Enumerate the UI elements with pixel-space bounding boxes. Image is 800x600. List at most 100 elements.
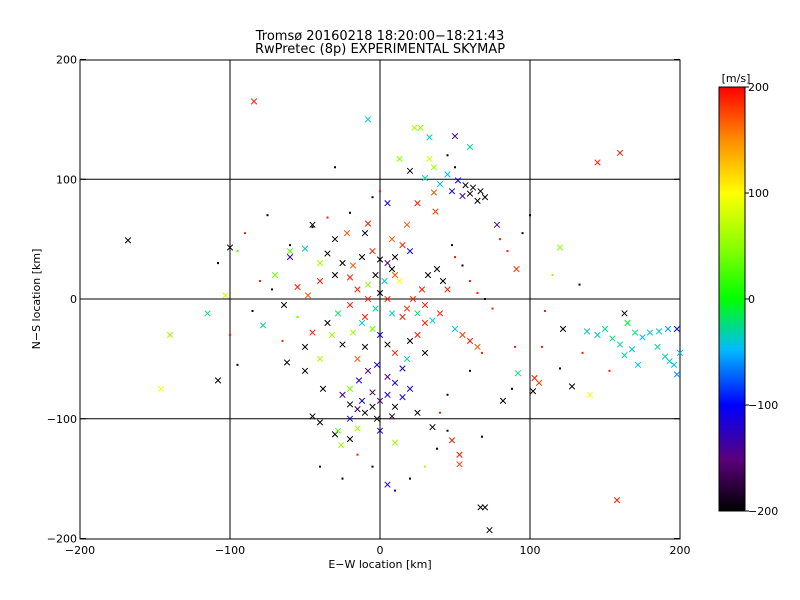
- colorbar-gradient: [718, 86, 746, 512]
- data-point-cross: [621, 352, 628, 359]
- data-point-dot: [439, 411, 441, 414]
- data-point-cross: [388, 413, 396, 420]
- data-point-cross: [157, 385, 165, 392]
- data-point-cross: [399, 241, 406, 249]
- y-tick-label: −100: [47, 413, 77, 426]
- grid-lines: [80, 60, 680, 539]
- data-point-cross: [406, 337, 414, 345]
- data-point-cross: [376, 427, 384, 434]
- data-point-dot: [311, 226, 314, 229]
- data-point-cross: [418, 286, 426, 293]
- data-point-dot: [529, 214, 531, 217]
- data-point-cross: [361, 343, 369, 351]
- data-point-dot: [446, 429, 449, 432]
- data-point-cross: [391, 271, 399, 279]
- data-point-cross: [369, 403, 376, 410]
- data-point-cross: [361, 409, 369, 416]
- data-point-cross: [346, 401, 354, 408]
- data-point-cross: [384, 259, 391, 267]
- data-point-cross: [466, 143, 474, 151]
- data-point-cross: [466, 337, 474, 345]
- data-point-cross: [631, 329, 639, 336]
- data-point-cross: [616, 149, 624, 157]
- data-point-cross: [376, 397, 384, 404]
- data-point-dot: [229, 333, 231, 336]
- data-point-cross: [316, 419, 324, 426]
- data-point-dot: [608, 369, 611, 372]
- data-point-cross: [403, 221, 411, 228]
- y-axis-label: N−S location [km]: [30, 249, 43, 350]
- data-point-dot: [319, 465, 321, 468]
- data-point-dot: [379, 190, 381, 193]
- data-point-cross: [259, 322, 267, 329]
- data-point-cross: [409, 295, 417, 303]
- data-point-cross: [628, 346, 636, 353]
- data-point-cross: [343, 229, 351, 237]
- data-points: [124, 98, 684, 534]
- data-point-dot: [326, 216, 329, 219]
- data-point-cross: [346, 415, 354, 422]
- data-point-cross: [349, 329, 357, 336]
- data-point-cross: [396, 277, 403, 285]
- data-point-cross: [316, 355, 324, 363]
- data-point-cross: [369, 325, 376, 333]
- data-point-cross: [372, 305, 379, 312]
- data-point-cross: [439, 277, 447, 285]
- x-tick-label: 200: [670, 544, 691, 557]
- chart-title: Tromsø 20160218 18:20:00−18:21:43: [255, 29, 505, 44]
- data-point-cross: [301, 367, 309, 375]
- data-point-cross: [655, 328, 663, 335]
- data-point-cross: [391, 379, 399, 386]
- data-point-cross: [373, 361, 381, 369]
- data-point-cross: [358, 253, 366, 261]
- y-tick-label: 100: [56, 173, 77, 186]
- data-point-cross: [613, 497, 621, 504]
- data-point-cross: [286, 253, 294, 261]
- data-point-cross: [403, 305, 411, 312]
- data-point-cross: [283, 359, 291, 366]
- x-axis-ticks: −200 −100 0 100 200: [65, 60, 691, 557]
- data-point-cross: [354, 286, 361, 293]
- data-point-cross: [384, 200, 391, 207]
- data-point-cross: [358, 319, 366, 327]
- data-point-cross: [414, 200, 421, 207]
- data-point-cross: [466, 190, 474, 197]
- data-point-cross: [477, 188, 484, 195]
- x-axis-label: E−W location [km]: [328, 558, 431, 571]
- x-tick-label: −100: [215, 544, 245, 557]
- data-point-cross: [361, 313, 369, 321]
- data-point-cross: [391, 439, 399, 446]
- data-point-cross: [411, 124, 418, 131]
- data-point-cross: [399, 313, 406, 321]
- data-point-dot: [289, 244, 291, 247]
- data-point-dot: [491, 307, 494, 310]
- data-point-cross: [361, 229, 369, 237]
- data-point-cross: [222, 292, 229, 299]
- data-point-cross: [324, 319, 331, 327]
- data-point-cross: [381, 277, 388, 285]
- data-point-cross: [429, 423, 436, 431]
- data-point-cross: [328, 331, 336, 339]
- data-point-cross: [316, 277, 324, 285]
- data-point-dot: [424, 465, 426, 468]
- data-point-dot: [244, 232, 246, 235]
- y-axis-ticks: −200 −100 0 100 200: [47, 54, 680, 546]
- data-point-dot: [514, 345, 516, 348]
- data-point-cross: [451, 325, 459, 333]
- data-point-cross: [376, 289, 384, 297]
- data-point-cross: [654, 343, 661, 351]
- data-point-cross: [673, 325, 681, 333]
- data-point-cross: [474, 343, 481, 351]
- colorbar-tick-label: −100: [748, 399, 778, 412]
- data-point-cross: [436, 310, 444, 317]
- data-point-dot: [356, 453, 359, 456]
- data-point-dot: [454, 166, 456, 169]
- data-point-cross: [384, 295, 391, 303]
- data-point-dot: [544, 309, 546, 312]
- data-point-cross: [286, 247, 294, 255]
- data-point-cross: [477, 504, 484, 511]
- data-point-cross: [421, 174, 429, 182]
- data-point-cross: [414, 409, 421, 416]
- data-point-cross: [399, 365, 406, 372]
- data-point-dot: [461, 264, 464, 267]
